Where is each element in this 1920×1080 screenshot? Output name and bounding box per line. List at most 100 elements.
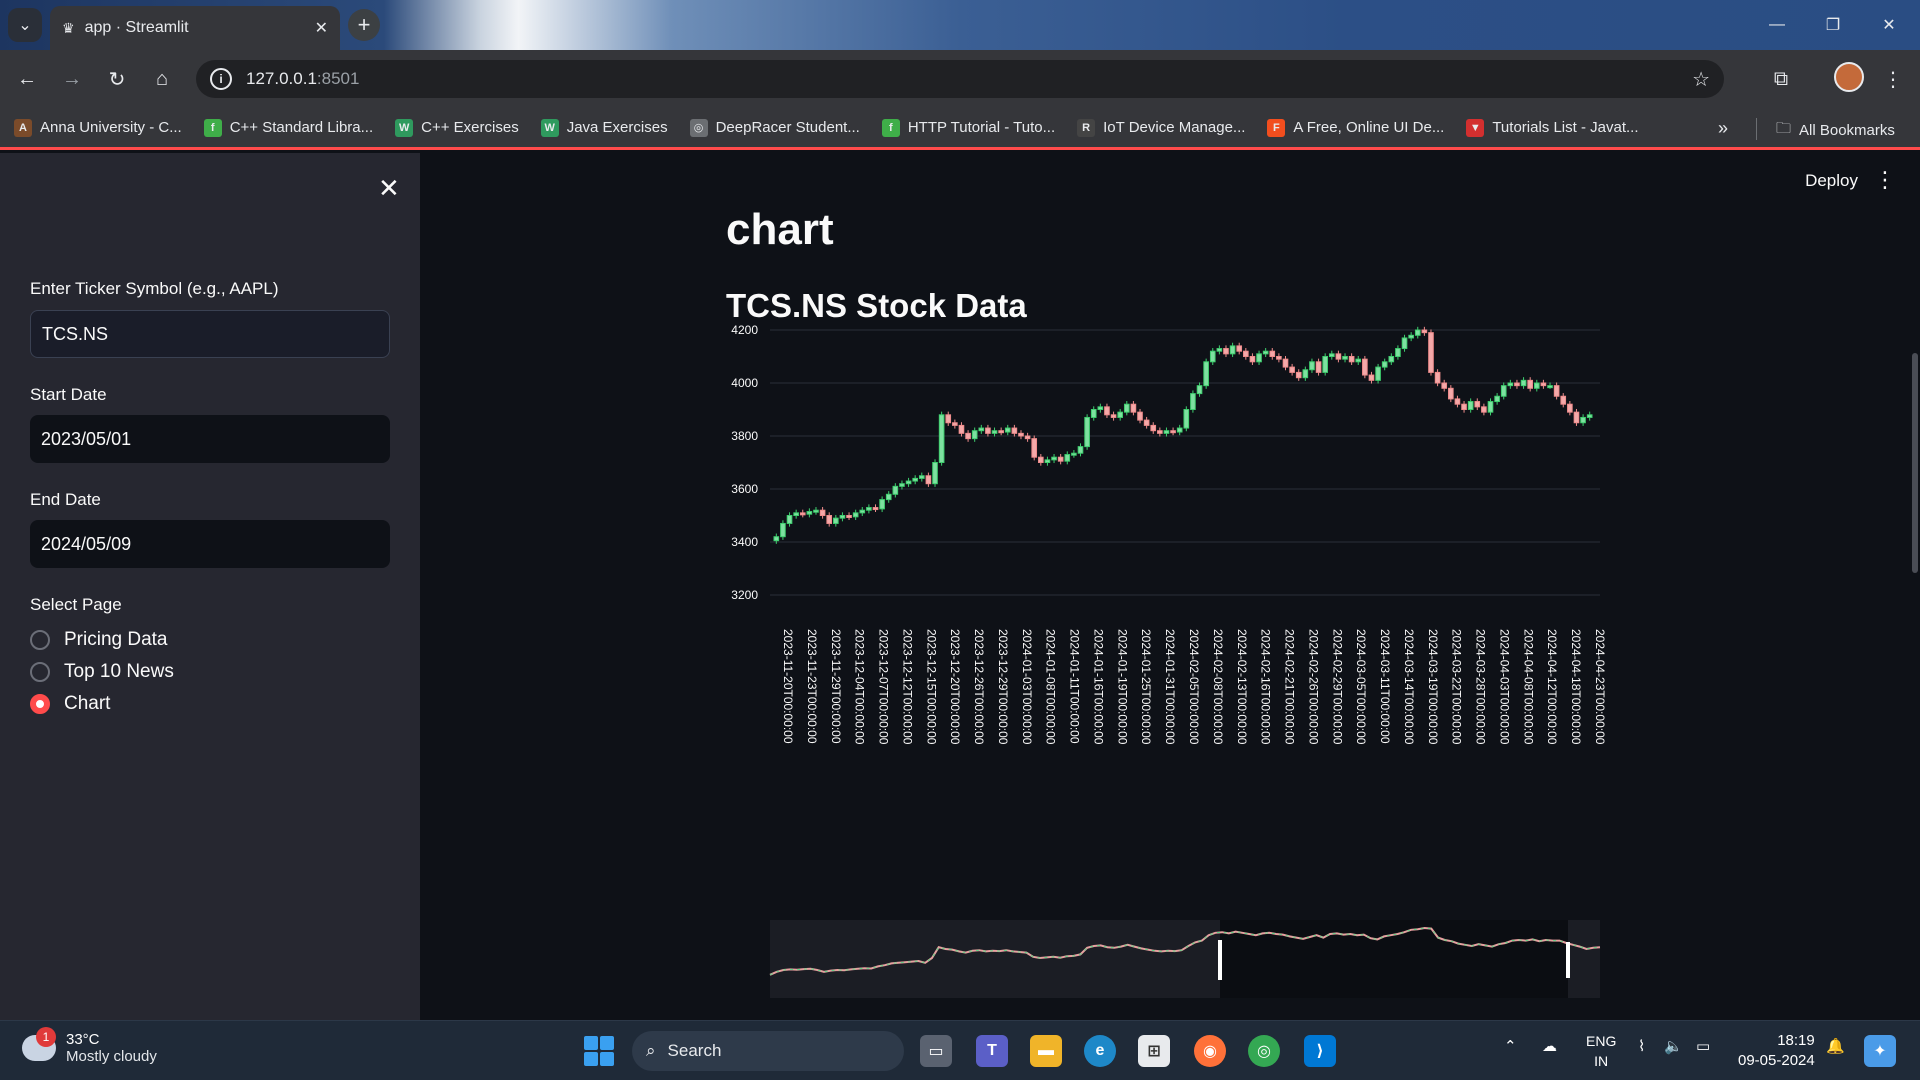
bookmark-item[interactable]: W Java Exercises xyxy=(540,118,668,137)
close-tab-icon[interactable]: ✕ xyxy=(314,20,328,37)
search-label: Search xyxy=(667,1041,722,1060)
candle xyxy=(839,515,846,519)
candle xyxy=(1196,385,1203,395)
radio-top-10-news[interactable]: Top 10 News xyxy=(30,661,174,683)
candle xyxy=(1157,430,1163,434)
edge-icon[interactable]: e xyxy=(1084,1035,1116,1067)
candle xyxy=(991,430,998,434)
clock[interactable]: 18:19 09-05-2024 xyxy=(1738,1031,1815,1071)
reload-icon[interactable]: ↻ xyxy=(108,68,126,91)
candle xyxy=(872,507,879,511)
candle xyxy=(1348,356,1355,363)
close-sidebar-icon[interactable]: ✕ xyxy=(378,173,400,203)
bookmark-item[interactable]: A Anna University - C... xyxy=(14,118,182,137)
x-tick-label: 2024-02-21T00:00:00 xyxy=(1283,629,1297,745)
home-icon[interactable]: ⌂ xyxy=(155,67,169,90)
bookmark-item[interactable]: W C++ Exercises xyxy=(395,118,519,137)
app-menu-icon[interactable]: ⋮ xyxy=(1874,167,1896,192)
radio-dot-selected[interactable] xyxy=(30,694,50,714)
start-date-input[interactable]: 2023/05/01 xyxy=(30,415,390,463)
url-host: 127.0.0.1 xyxy=(246,69,317,88)
store-icon[interactable]: ⊞ xyxy=(1138,1035,1170,1067)
firefox-icon[interactable]: ◉ xyxy=(1194,1035,1226,1067)
bookmark-item[interactable]: ◎ DeepRacer Student... xyxy=(689,118,860,137)
wifi-icon[interactable]: ⌇ xyxy=(1638,1038,1646,1055)
tray-chevron-icon[interactable]: ⌃ xyxy=(1504,1038,1517,1055)
radio-dot[interactable] xyxy=(30,662,50,682)
candle xyxy=(1269,350,1276,357)
forward-icon[interactable]: → xyxy=(62,67,82,90)
task-view-icon[interactable]: ▭ xyxy=(920,1035,952,1067)
copilot-icon[interactable]: ✦ xyxy=(1864,1035,1896,1067)
candle xyxy=(1163,430,1170,434)
x-tick-label: 2024-02-13T00:00:00 xyxy=(1235,629,1249,745)
bookmark-item[interactable]: f HTTP Tutorial - Tuto... xyxy=(881,118,1055,137)
teams-icon[interactable]: T xyxy=(976,1035,1008,1067)
bookmark-label: DeepRacer Student... xyxy=(715,119,860,136)
windows-start-icon[interactable] xyxy=(584,1036,614,1066)
volume-icon[interactable]: 🔈 xyxy=(1664,1038,1683,1055)
language-indicator[interactable]: ENG IN xyxy=(1586,1033,1617,1069)
candle xyxy=(1461,403,1467,410)
browser-tab[interactable]: ♛ app · Streamlit ✕ xyxy=(50,6,340,50)
browser-menu-icon[interactable]: ⋮ xyxy=(1883,68,1903,91)
more-bookmarks-icon[interactable]: » xyxy=(1718,118,1729,138)
back-icon[interactable]: ← xyxy=(17,67,37,90)
radio-pricing-data[interactable]: Pricing Data xyxy=(30,629,168,651)
candle xyxy=(1011,427,1018,434)
chrome-icon[interactable]: ◎ xyxy=(1248,1035,1280,1067)
candle xyxy=(1494,395,1500,403)
browser-toolbar: ← → ↻ ⌂ i 127.0.0.1 :8501 ☆ ⧉ ⋮ xyxy=(0,50,1920,108)
ticker-input[interactable]: TCS.NS xyxy=(30,310,390,358)
weather-widget[interactable]: 1 33°C Mostly cloudy xyxy=(22,1027,157,1065)
site-info-icon[interactable]: i xyxy=(210,68,232,90)
deploy-button[interactable]: Deploy xyxy=(1805,171,1858,190)
candle xyxy=(1335,353,1342,360)
battery-icon[interactable]: ▭ xyxy=(1696,1038,1711,1055)
range-slider-mask-right xyxy=(1568,920,1600,998)
minimize-icon[interactable]: — xyxy=(1769,16,1785,33)
address-bar[interactable]: i 127.0.0.1 :8501 ☆ xyxy=(196,60,1724,98)
candlestick-chart[interactable]: 3200 3400 3600 3800 4000 4200 2023-11-20T00:00… xyxy=(420,153,1920,1013)
onedrive-icon[interactable]: ☁ xyxy=(1542,1038,1557,1055)
x-tick-label: 2023-11-29T00:00:00 xyxy=(829,629,843,744)
candle xyxy=(885,493,892,501)
candle xyxy=(1137,411,1143,421)
all-bookmarks-button[interactable]: 🗀 All Bookmarks xyxy=(1776,118,1895,143)
profile-avatar[interactable] xyxy=(1834,62,1864,92)
radio-label: Pricing Data xyxy=(64,629,168,650)
bookmark-item[interactable]: F A Free, Online UI De... xyxy=(1267,118,1444,137)
close-window-icon[interactable]: ✕ xyxy=(1882,17,1896,34)
tab-list-button[interactable]: ⌄ xyxy=(8,8,42,42)
bookmark-star-icon[interactable]: ☆ xyxy=(1692,68,1710,91)
bookmark-item[interactable]: ▼ Tutorials List - Javat... xyxy=(1466,118,1638,137)
candle xyxy=(1256,353,1262,363)
select-page-label: Select Page xyxy=(30,595,122,614)
vscode-icon[interactable]: ⟩ xyxy=(1304,1035,1336,1067)
new-tab-button[interactable]: + xyxy=(348,9,380,41)
end-date-label: End Date xyxy=(30,490,101,509)
restore-icon[interactable]: ❐ xyxy=(1825,17,1841,34)
candle xyxy=(1414,329,1421,336)
x-tick-label: 2024-01-08T00:00:00 xyxy=(1044,629,1058,745)
notifications-icon[interactable]: 🔔 xyxy=(1826,1038,1845,1055)
bookmark-favicon-icon: f xyxy=(203,118,222,137)
radio-chart[interactable]: Chart xyxy=(30,693,110,715)
temperature: 33°C xyxy=(66,1031,100,1048)
x-tick-label: 2024-02-29T00:00:00 xyxy=(1330,629,1344,745)
bookmark-item[interactable]: f C++ Standard Libra... xyxy=(203,118,373,137)
candle xyxy=(1289,366,1295,373)
extensions-icon[interactable]: ⧉ xyxy=(1773,67,1789,90)
bookmark-item[interactable]: R IoT Device Manage... xyxy=(1077,118,1245,137)
taskbar: 1 33°C Mostly cloudy ⌕ Search ▭ T ▬ e ⊞ … xyxy=(0,1020,1920,1080)
bookmark-favicon-icon: W xyxy=(395,118,414,137)
x-tick-label: 2024-03-22T00:00:00 xyxy=(1450,629,1464,745)
candle xyxy=(793,512,799,517)
taskbar-search[interactable]: ⌕ Search xyxy=(632,1031,904,1071)
end-date-input[interactable]: 2024/05/09 xyxy=(30,520,390,568)
radio-dot[interactable] xyxy=(30,630,50,650)
file-explorer-icon[interactable]: ▬ xyxy=(1030,1035,1062,1067)
candle xyxy=(1388,356,1395,363)
candle xyxy=(786,515,793,524)
scrollbar[interactable] xyxy=(1912,353,1918,573)
